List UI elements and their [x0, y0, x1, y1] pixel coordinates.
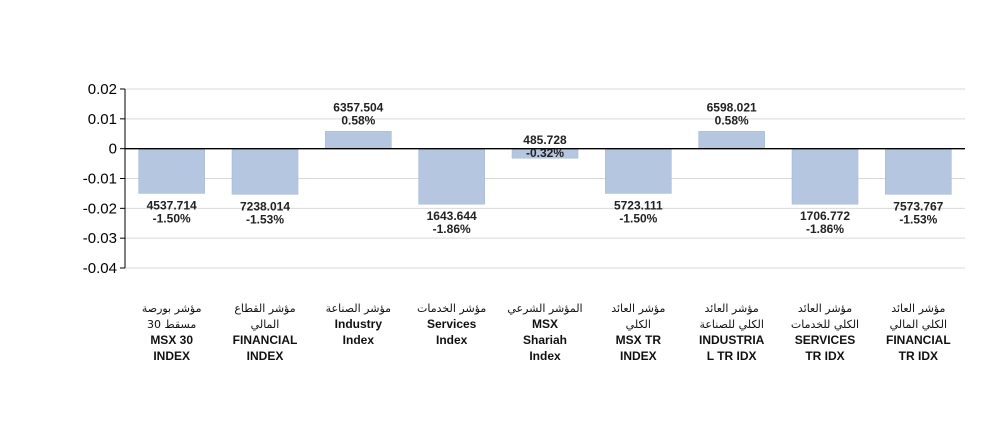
category-label: مؤشر القطاع [234, 302, 295, 315]
category-label: Index [529, 349, 561, 363]
category-label: Index [343, 333, 375, 347]
category-label: Index [436, 333, 468, 347]
data-label: 7573.767 [893, 199, 943, 213]
category-label: الكلي للصناعة [699, 318, 763, 331]
category-label: INDUSTRIA [699, 333, 765, 347]
category-label: TR IDX [805, 349, 844, 363]
category-label: INDEX [620, 349, 657, 363]
category-label: مؤشر العائد [611, 302, 665, 315]
data-label: -0.32% [526, 146, 564, 160]
data-label: 7238.014 [240, 199, 290, 213]
bars [138, 131, 952, 205]
category-label: Shariah [523, 333, 567, 347]
data-label: -1.50% [153, 211, 191, 225]
data-label: 6357.504 [333, 100, 383, 114]
category-label: الكلي [626, 318, 651, 331]
category-label: Services [427, 317, 477, 331]
category-label: الكلي للخدمات [791, 318, 859, 331]
data-label: -1.86% [806, 222, 844, 236]
data-labels: 4537.714-1.50%7238.014-1.53%6357.5040.58… [147, 100, 944, 236]
category-label: INDEX [153, 349, 190, 363]
category-labels: مؤشر بورصة مسقط 30 MSX 30 INDEX مؤشر القطاع ا… [142, 302, 951, 363]
data-label: 6598.021 [707, 100, 757, 114]
category-label: مؤشر العائد [798, 302, 852, 315]
category-label: مسقط 30 [147, 318, 196, 331]
y-tick-label: -0.02 [83, 200, 117, 217]
category-label: MSX 30 [150, 333, 193, 347]
category-label: MSX [532, 317, 558, 331]
y-tick-label: 0 [109, 141, 117, 158]
category-label: مؤشر العائد [891, 302, 945, 315]
data-label: 1643.644 [427, 209, 477, 223]
data-label: -1.86% [433, 222, 471, 236]
bar [231, 148, 299, 195]
category-label: مؤشر الصناعة [326, 302, 392, 315]
y-tick-label: -0.01 [83, 171, 117, 188]
category-label: MSX TR [616, 333, 662, 347]
data-label: 485.728 [523, 133, 567, 147]
category-label: المؤشر الشرعي [507, 302, 582, 315]
data-label: 4537.714 [147, 198, 197, 212]
bar [698, 131, 765, 149]
data-label: 5723.111 [614, 198, 663, 212]
bar [138, 148, 205, 194]
data-label: 1706.772 [800, 209, 850, 223]
category-label: FINANCIAL [233, 333, 298, 347]
bar [325, 131, 392, 149]
data-label: -1.50% [619, 211, 657, 225]
data-label: 0.58% [341, 113, 375, 127]
category-label: الكلي المالي [890, 318, 947, 331]
bar [791, 148, 859, 205]
data-label: -1.53% [899, 212, 937, 226]
category-label: Industry [335, 317, 383, 331]
category-label: مؤشر الخدمات [417, 302, 486, 315]
axes: 0.02 0.01 0 -0.01 -0.02 -0.03 -0.04 [83, 81, 965, 277]
y-tick-label: -0.04 [83, 260, 117, 277]
category-label: مؤشر العائد [705, 302, 759, 315]
category-label: مؤشر بورصة [142, 302, 202, 315]
category-label: TR IDX [899, 349, 938, 363]
bar [885, 148, 952, 195]
y-tick-label: -0.03 [83, 230, 117, 247]
y-tick-label: 0.02 [88, 81, 117, 98]
y-tick-label: 0.01 [88, 111, 117, 128]
bar [418, 148, 485, 205]
bar [605, 148, 672, 194]
category-label: SERVICES [795, 333, 855, 347]
category-label: L TR IDX [707, 349, 757, 363]
data-label: -1.53% [246, 212, 284, 226]
category-label: FINANCIAL [886, 333, 951, 347]
category-label: INDEX [247, 349, 284, 363]
data-label: 0.58% [715, 113, 749, 127]
category-label: المالي [251, 318, 280, 331]
